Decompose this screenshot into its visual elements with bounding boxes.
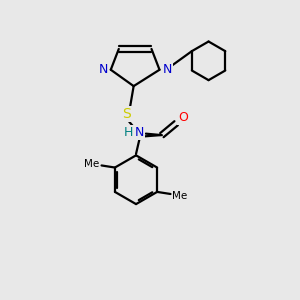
Text: N: N [134, 126, 144, 139]
Text: Me: Me [84, 159, 100, 169]
Text: N: N [162, 63, 172, 76]
Text: O: O [178, 111, 188, 124]
Text: S: S [122, 107, 130, 121]
Text: Me: Me [172, 191, 188, 201]
Text: H: H [123, 126, 133, 139]
Text: N: N [99, 63, 108, 76]
